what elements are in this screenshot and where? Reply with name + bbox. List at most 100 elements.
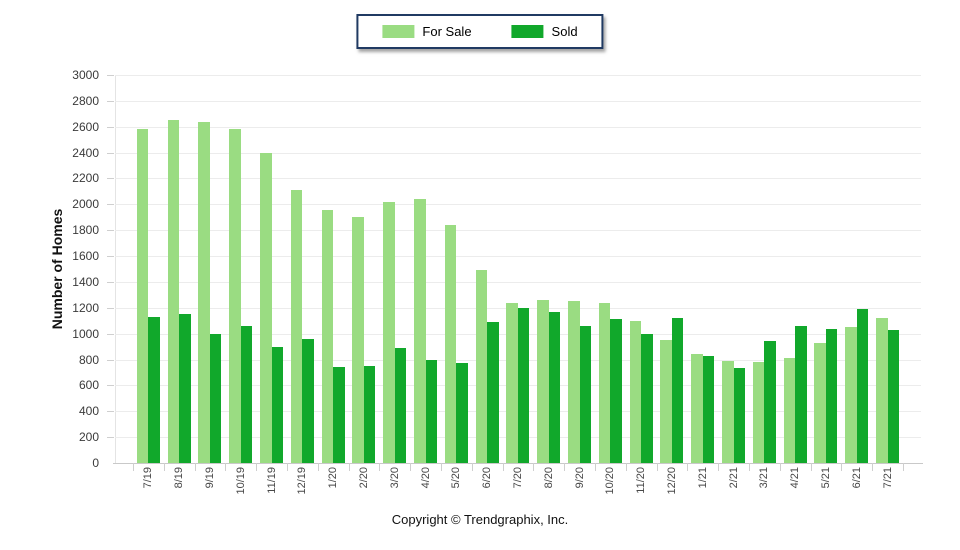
- bar-for-sale-10/20[interactable]: [598, 302, 611, 463]
- bar-for-sale-9/20[interactable]: [568, 301, 580, 463]
- x-axis-tick: [779, 463, 781, 471]
- bar-sold-2/21[interactable]: [733, 367, 746, 463]
- x-tick-label: 8/20: [542, 467, 555, 489]
- bar-sold-10/20[interactable]: [610, 319, 622, 463]
- x-label-slot: 3/21: [749, 464, 780, 514]
- x-label-slot: 11/20: [626, 464, 657, 514]
- x-tick-label: 11/19: [265, 467, 278, 494]
- gridline: [115, 152, 921, 154]
- bar-sold-9/20[interactable]: [579, 325, 592, 463]
- bar-for-sale-8/20[interactable]: [537, 300, 549, 463]
- bar-sold-3/21[interactable]: [764, 340, 776, 463]
- y-axis-tick: [107, 75, 114, 76]
- bar-for-sale-6/20[interactable]: [475, 270, 488, 463]
- bar-for-sale-7/20[interactable]: [506, 302, 518, 463]
- x-axis-tick: [163, 463, 165, 471]
- x-tick-label: 11/20: [635, 467, 648, 494]
- y-tick-label: 1800: [72, 223, 99, 238]
- bar-for-sale-7/21[interactable]: [876, 318, 888, 463]
- bar-for-sale-1/21[interactable]: [691, 354, 703, 463]
- x-tick-label: 7/20: [511, 467, 524, 489]
- x-tick-label: 12/20: [665, 467, 678, 495]
- bar-sold-4/21[interactable]: [795, 325, 807, 463]
- bar-for-sale-5/21[interactable]: [814, 343, 826, 463]
- bar-for-sale-3/21[interactable]: [752, 362, 765, 463]
- bar-for-sale-7/19[interactable]: [136, 129, 149, 463]
- y-tick-label: 800: [78, 352, 99, 367]
- y-tick-label: 3000: [72, 68, 99, 82]
- bar-for-sale-2/20[interactable]: [352, 217, 364, 463]
- bar-sold-11/19[interactable]: [271, 346, 284, 463]
- bar-sold-8/19[interactable]: [179, 314, 191, 463]
- x-axis-tick: [256, 463, 258, 471]
- bar-group-10/19: [225, 75, 256, 463]
- bar-group-10/20: [595, 75, 626, 463]
- bar-sold-9/19[interactable]: [209, 333, 222, 463]
- bar-for-sale-12/19[interactable]: [290, 190, 303, 463]
- x-tick-label: 3/21: [758, 467, 771, 489]
- bar-sold-3/20[interactable]: [394, 347, 407, 463]
- y-tick-label: 2200: [72, 171, 99, 186]
- bar-sold-1/20[interactable]: [333, 367, 345, 463]
- x-tick-label: 5/21: [819, 467, 832, 489]
- x-axis-tick: [410, 463, 412, 471]
- x-label-slot: 5/21: [811, 464, 842, 514]
- bar-sold-5/20[interactable]: [456, 363, 468, 463]
- bar-group-12/20: [657, 75, 688, 463]
- bar-sold-11/20[interactable]: [641, 333, 653, 463]
- bar-sold-7/21[interactable]: [887, 329, 900, 463]
- bar-for-sale-11/20[interactable]: [629, 320, 642, 463]
- x-axis-tick: [564, 463, 566, 471]
- bar-sold-2/20[interactable]: [363, 366, 376, 463]
- bar-for-sale-11/19[interactable]: [260, 152, 272, 463]
- y-tick-label: 2400: [72, 145, 99, 160]
- bar-sold-12/20[interactable]: [671, 318, 684, 463]
- x-tick-label: 1/20: [327, 467, 340, 489]
- x-axis-tick: [595, 463, 596, 471]
- y-axis-tick: [107, 281, 114, 283]
- bar-sold-10/19[interactable]: [240, 325, 253, 463]
- bar-sold-5/21[interactable]: [825, 328, 838, 463]
- bar-sold-8/20[interactable]: [548, 311, 561, 463]
- bar-for-sale-3/20[interactable]: [383, 201, 395, 463]
- bar-for-sale-2/21[interactable]: [722, 360, 734, 463]
- x-axis-tick: [379, 463, 381, 471]
- bar-for-sale-4/21[interactable]: [783, 358, 796, 463]
- bar-sold-7/19[interactable]: [148, 316, 160, 463]
- y-tick-label: 2000: [72, 197, 99, 212]
- bar-sold-6/20[interactable]: [487, 322, 499, 463]
- x-axis-tick: [133, 463, 134, 471]
- bar-sold-4/20[interactable]: [425, 359, 438, 463]
- x-axis-tick: [533, 463, 535, 471]
- gridline: [115, 230, 921, 232]
- bar-group-2/20: [349, 75, 380, 463]
- bar-for-sale-10/19[interactable]: [229, 129, 241, 463]
- for-sale-legend-label: For Sale: [422, 24, 472, 39]
- x-axis-tick: [903, 463, 904, 471]
- x-axis-tick: [687, 463, 689, 471]
- bar-sold-12/19[interactable]: [302, 338, 314, 463]
- bar-sold-6/21[interactable]: [856, 309, 869, 463]
- bar-group-8/19: [164, 75, 195, 463]
- bar-group-11/20: [626, 75, 657, 463]
- x-label-slot: 9/19: [195, 464, 226, 514]
- bar-for-sale-1/20[interactable]: [321, 209, 334, 463]
- bar-for-sale-6/21[interactable]: [845, 327, 857, 463]
- bar-for-sale-9/19[interactable]: [198, 121, 210, 463]
- x-label-slot: 12/19: [287, 464, 318, 514]
- bar-for-sale-5/20[interactable]: [444, 225, 457, 463]
- bar-for-sale-8/19[interactable]: [167, 120, 180, 463]
- bar-group-1/20: [318, 75, 349, 463]
- bar-for-sale-4/20[interactable]: [414, 199, 426, 463]
- x-axis-tick: [841, 463, 843, 471]
- y-tick-label: 2800: [72, 93, 99, 108]
- y-axis-tick: [107, 411, 114, 413]
- bar-sold-7/20[interactable]: [517, 307, 530, 463]
- bar-for-sale-12/20[interactable]: [660, 340, 672, 463]
- y-tick-label: 2600: [72, 119, 99, 134]
- x-axis-tick: [872, 463, 874, 471]
- bar-group-12/19: [287, 75, 318, 463]
- bar-sold-1/21[interactable]: [702, 355, 715, 463]
- y-axis-tick: [107, 359, 114, 361]
